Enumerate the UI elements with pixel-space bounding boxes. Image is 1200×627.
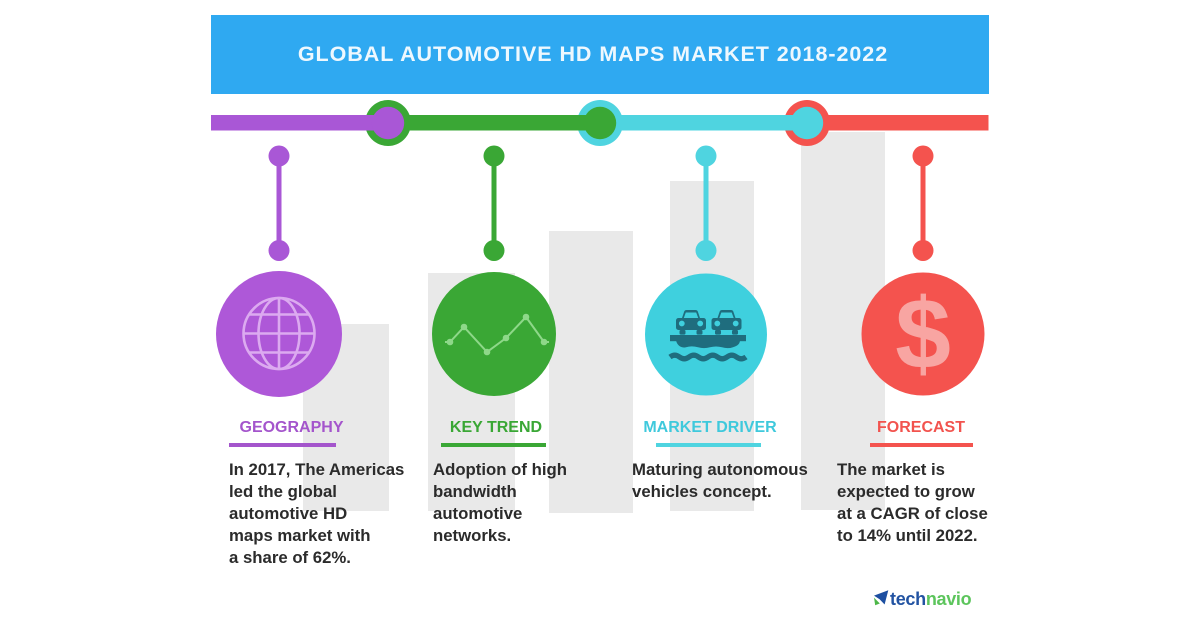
svg-text:$: $ xyxy=(895,278,951,390)
